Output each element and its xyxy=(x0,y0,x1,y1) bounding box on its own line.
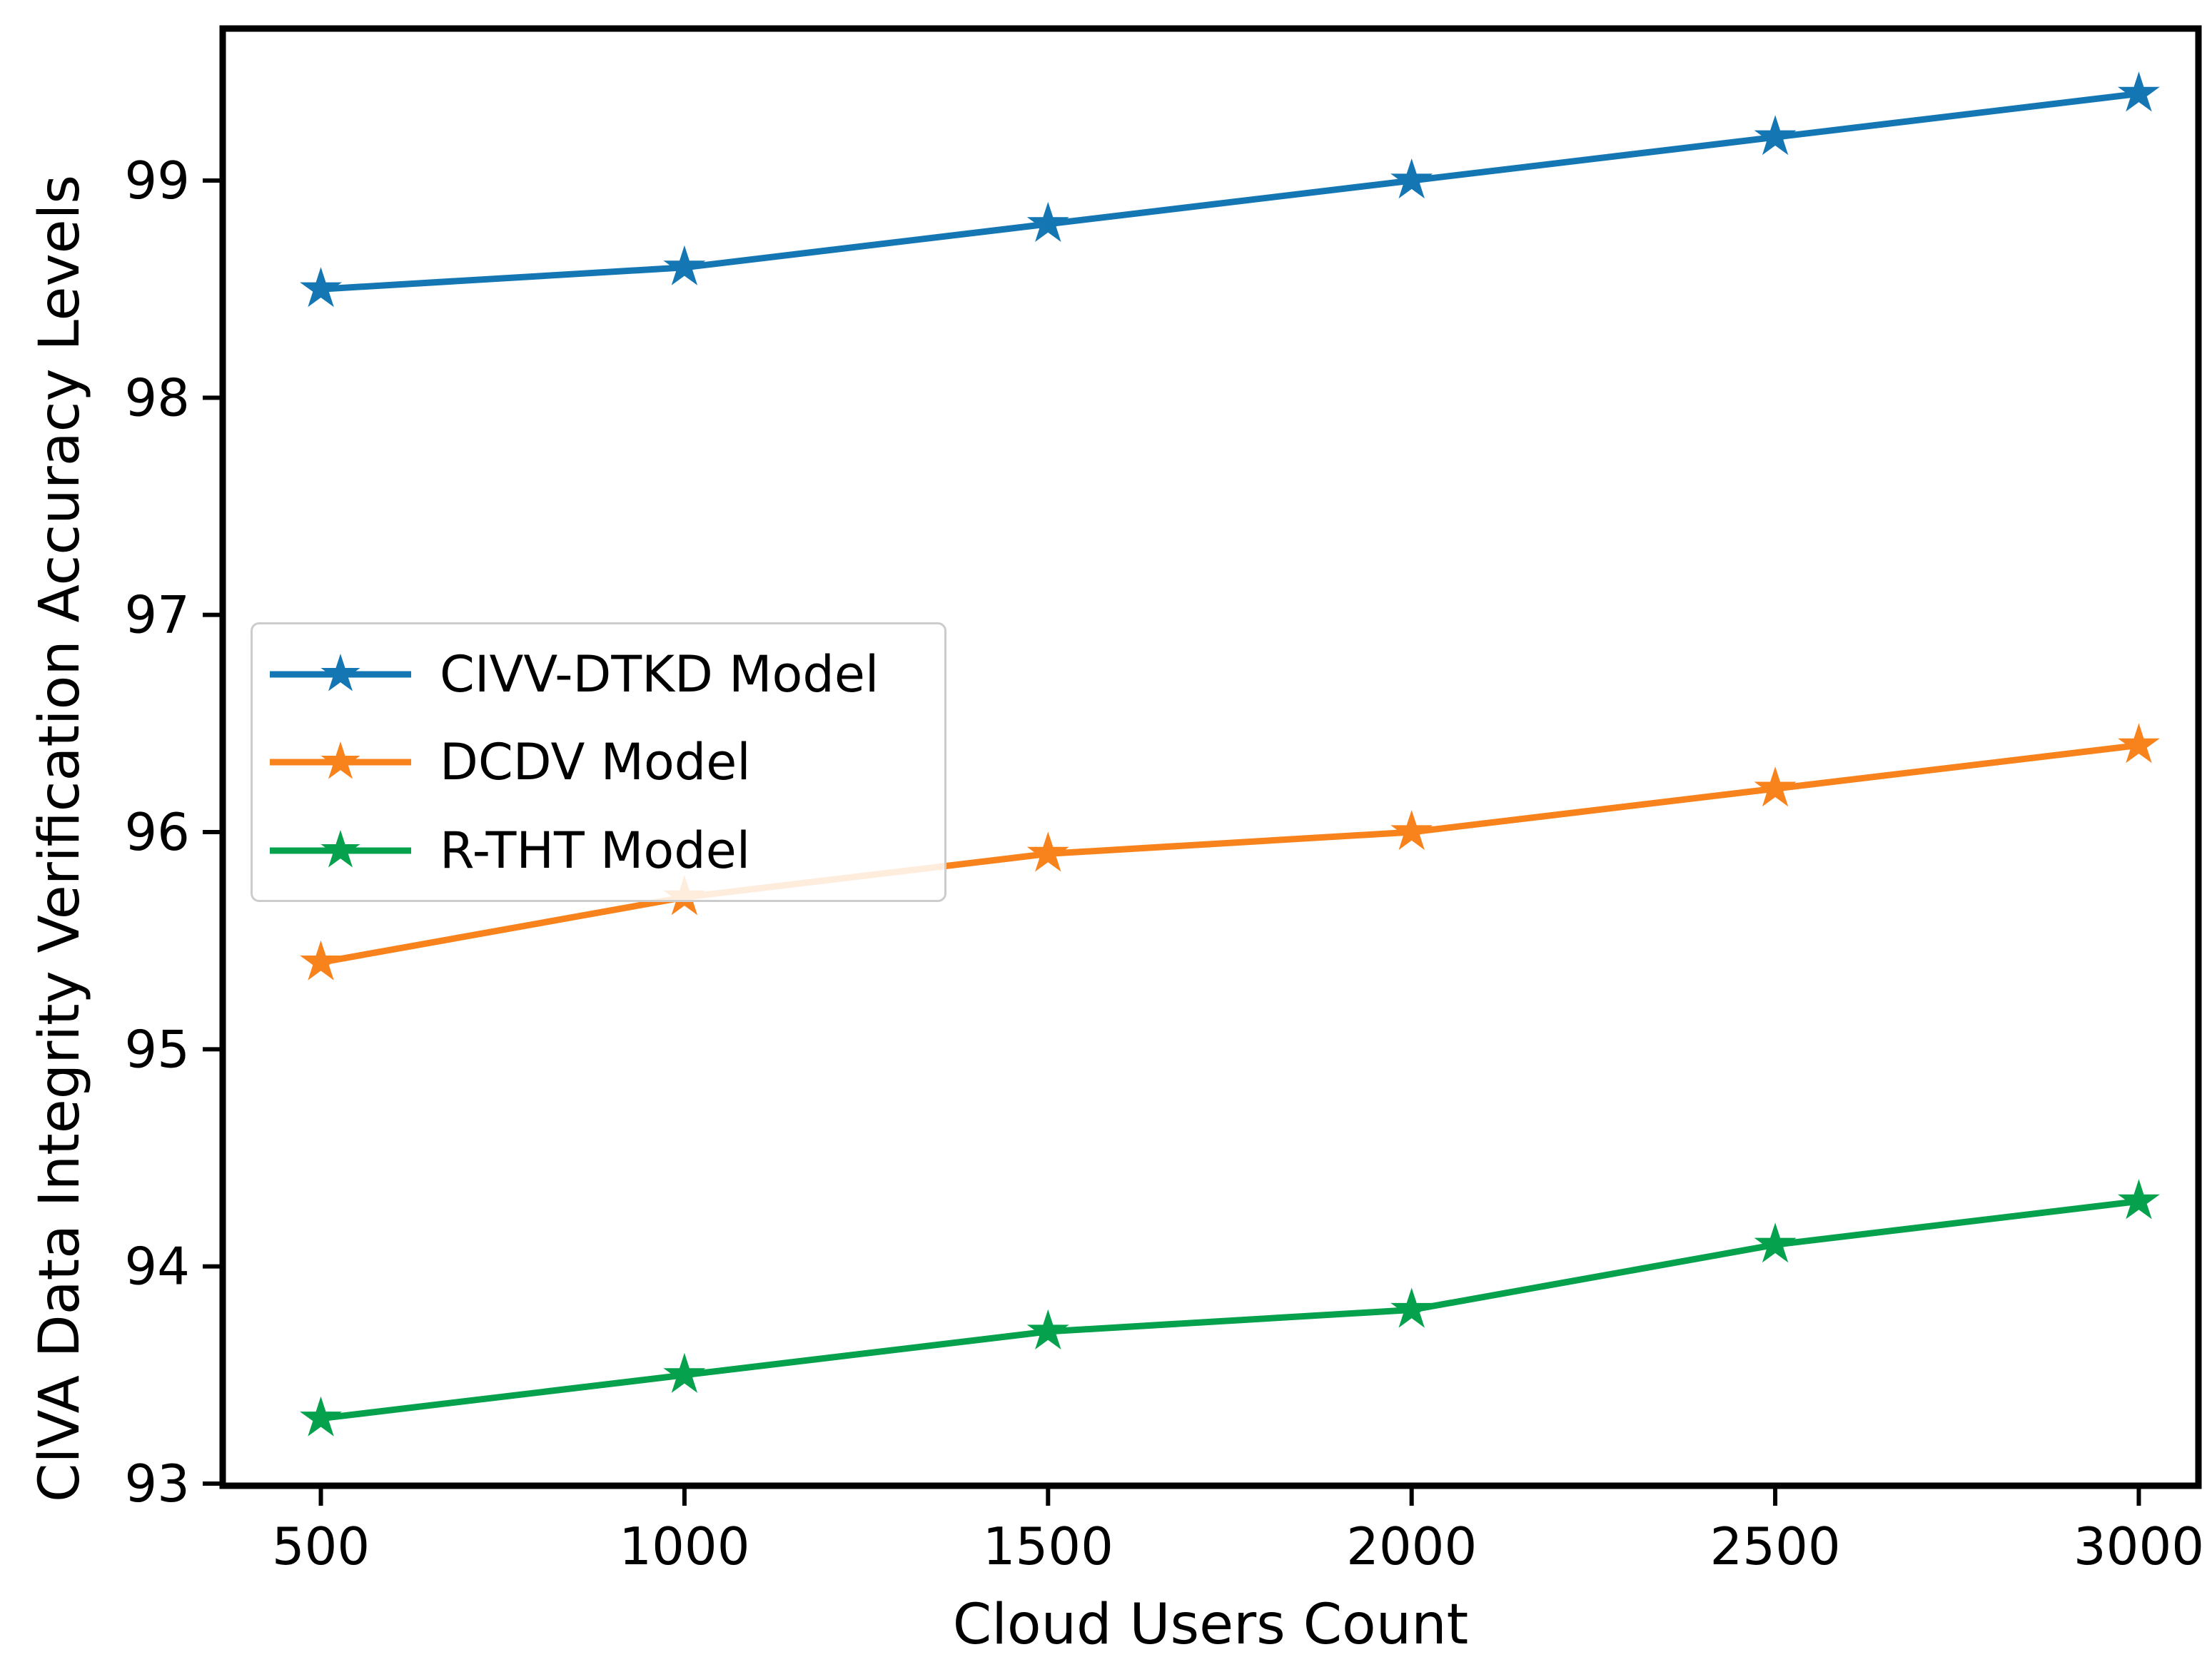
y-tick-label: 94 xyxy=(124,1237,190,1297)
y-axis-title: ClVA Data Integrity Verification Accurac… xyxy=(28,175,92,1502)
data-point-marker xyxy=(1026,831,1069,872)
x-axis-title: Cloud Users Count xyxy=(952,1593,1469,1657)
y-tick-label: 93 xyxy=(124,1454,190,1514)
legend-key-line-star-icon xyxy=(270,829,411,867)
data-point-marker xyxy=(1026,201,1069,242)
x-tick-label: 3000 xyxy=(2074,1516,2204,1576)
y-tick-label: 98 xyxy=(124,368,190,427)
y-tick-label: 96 xyxy=(124,802,190,862)
x-tick-label: 500 xyxy=(272,1516,370,1576)
data-point-marker xyxy=(300,267,342,308)
legend-item-label: R-THT Model xyxy=(440,821,751,880)
x-tick-label: 1000 xyxy=(619,1516,749,1576)
y-tick-label: 99 xyxy=(124,151,190,211)
legend-key-star xyxy=(320,829,360,867)
series-line xyxy=(318,90,2142,293)
x-tick-label: 2500 xyxy=(1709,1516,1840,1576)
data-point-marker xyxy=(1754,1222,1797,1263)
data-point-marker xyxy=(1754,115,1797,156)
legend-key-star xyxy=(320,741,360,779)
legend-item: R-THT Model xyxy=(253,808,944,893)
data-point-marker xyxy=(2118,723,2160,764)
data-point-marker xyxy=(1390,158,1433,199)
data-point-marker xyxy=(663,245,706,285)
x-tick-label: 2000 xyxy=(1346,1516,1477,1576)
legend-key-line-star-icon xyxy=(270,741,411,779)
y-tick-label: 95 xyxy=(124,1019,190,1079)
data-point-marker xyxy=(1026,1309,1069,1349)
data-point-marker xyxy=(1390,1287,1433,1328)
legend-item-label: CIVV-DTKD Model xyxy=(440,644,879,704)
data-point-marker xyxy=(1754,766,1797,807)
legend-key-star xyxy=(320,653,360,691)
series-line xyxy=(318,741,2142,966)
data-point-marker xyxy=(2118,71,2160,112)
legend: CIVV-DTKD Model DCDV Model R-THT Model xyxy=(251,622,946,902)
legend-item-label: DCDV Model xyxy=(440,733,751,791)
x-tick-label: 1500 xyxy=(983,1516,1113,1576)
data-point-marker xyxy=(1390,810,1433,851)
y-tick-label: 97 xyxy=(124,585,190,645)
series-line xyxy=(318,1197,2142,1422)
legend-item: CIVV-DTKD Model xyxy=(253,632,944,717)
legend-key-line-star-icon xyxy=(270,653,411,691)
data-point-marker xyxy=(300,940,342,981)
axes-spines xyxy=(219,25,2202,1489)
data-point-marker xyxy=(300,1396,342,1437)
data-point-marker xyxy=(2118,1179,2160,1220)
legend-item: DCDV Model xyxy=(253,719,944,805)
data-point-marker xyxy=(663,1352,706,1393)
